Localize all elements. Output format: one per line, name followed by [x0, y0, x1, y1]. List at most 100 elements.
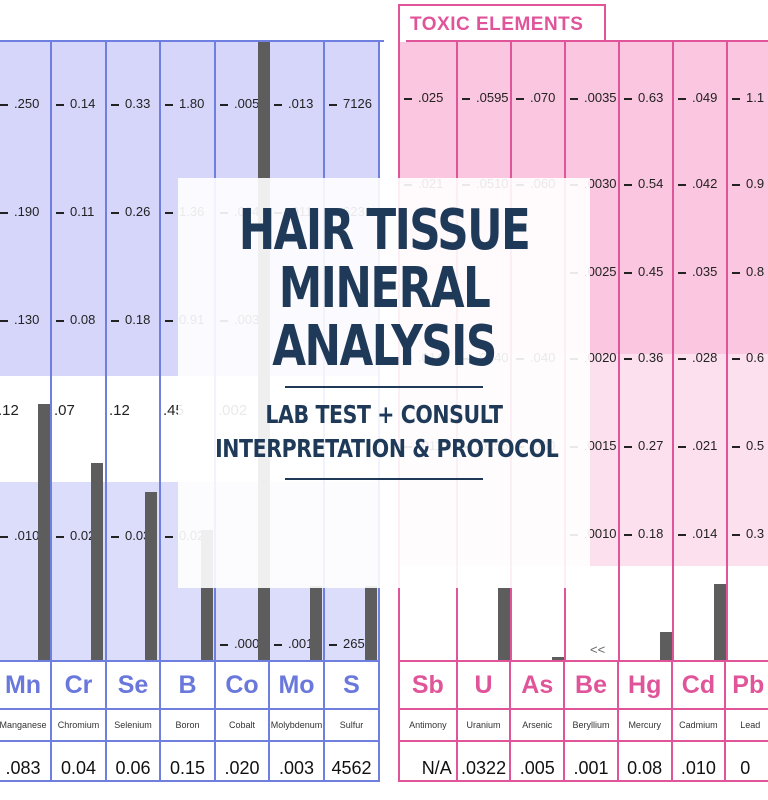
tick-label: .010 — [0, 528, 39, 543]
title-line: MINERAL — [278, 256, 491, 321]
tick-label: .028 — [678, 350, 717, 365]
symbol-cd: Cd — [672, 660, 727, 710]
tick-label: .005 — [220, 96, 259, 111]
result-bar — [310, 586, 322, 660]
name-s: Sulfur — [325, 710, 380, 742]
name-mn: Manganese — [0, 710, 52, 742]
overlay-subtitle: LAB TEST + CONSULT INTERPRETATION & PROT… — [215, 398, 559, 466]
symbol-mo: Mo — [270, 660, 325, 710]
tick-label: .0020 — [570, 350, 617, 365]
symbol-row: Mn Cr Se B Co Mo S — [0, 660, 384, 710]
result-bar — [38, 404, 50, 660]
tick-label: 0.18 — [624, 526, 663, 541]
symbol-row: Sb U As Be Hg Cd Pb — [398, 660, 768, 710]
tick-label: .0030 — [570, 176, 617, 191]
name-cr: Chromium — [52, 710, 107, 742]
symbol-as: As — [511, 660, 566, 710]
column-se: 0.33 0.26 0.18 .12 0.03 — [107, 40, 161, 660]
name-b: Boron — [161, 710, 216, 742]
tick-label: 0.45 — [624, 264, 663, 279]
result-bar — [714, 584, 726, 660]
symbol-sb: Sb — [398, 660, 458, 710]
tick-label: .12 — [109, 402, 130, 419]
name-mo: Molybdenum — [270, 710, 325, 742]
tick-label: 0.9 — [732, 176, 764, 191]
tick-label: .001 — [274, 636, 313, 651]
tick-label: 0.14 — [56, 96, 95, 111]
result-cr: 0.04 — [52, 742, 107, 782]
tick-label: .013 — [274, 96, 313, 111]
result-co: .020 — [216, 742, 270, 782]
name-co: Cobalt — [216, 710, 270, 742]
column-pb: 1.1 0.9 0.8 0.6 0.5 0.3 — [728, 40, 768, 660]
tick-label: .07 — [54, 402, 75, 419]
name-as: Arsenic — [511, 710, 566, 742]
panel-top-border — [0, 40, 384, 42]
symbol-cr: Cr — [52, 660, 107, 710]
tick-label: 0.02 — [56, 528, 95, 543]
tick-label: 0.03 — [111, 528, 150, 543]
result-bar — [498, 588, 510, 660]
tick-label: 0.33 — [111, 96, 150, 111]
result-se: 0.06 — [107, 742, 161, 782]
result-bar — [660, 632, 672, 660]
tick-label: .12 — [0, 402, 19, 419]
name-se: Selenium — [107, 710, 161, 742]
result-pb: 0 — [726, 742, 768, 782]
tick-label: 1.80 — [165, 96, 204, 111]
tick-label: .0015 — [570, 438, 617, 453]
symbol-co: Co — [216, 660, 270, 710]
column-hg: 0.63 0.54 0.45 0.36 0.27 0.18 — [620, 40, 674, 660]
title-line: ANALYSIS — [272, 314, 497, 379]
tick-label: 0.6 — [732, 350, 764, 365]
panel-top-border — [406, 40, 768, 42]
result-mo: .003 — [270, 742, 325, 782]
result-sb: N/A — [398, 742, 458, 782]
toxic-elements-header: TOXIC ELEMENTS — [398, 4, 606, 42]
tick-label: 0.08 — [56, 312, 95, 327]
tick-label: .049 — [678, 90, 717, 105]
title-overlay: HAIR TISSUE MINERAL ANALYSIS LAB TEST + … — [178, 178, 590, 588]
tick-label: 2651 — [329, 636, 372, 651]
tick-label: 0.36 — [624, 350, 663, 365]
tick-label: 0.8 — [732, 264, 764, 279]
tick-label: .070 — [516, 90, 555, 105]
column-cd: .049 .042 .035 .028 .021 .014 — [674, 40, 728, 660]
tick-label: .250 — [0, 96, 39, 111]
divider — [285, 478, 483, 480]
name-row: Manganese Chromium Selenium Boron Cobalt… — [0, 710, 384, 742]
tick-label: .035 — [678, 264, 717, 279]
result-bar — [365, 586, 377, 660]
divider — [285, 386, 483, 388]
result-hg: 0.08 — [618, 742, 673, 782]
tick-label: 0.3 — [732, 526, 764, 541]
result-row: .083 0.04 0.06 0.15 .020 .003 4562 — [0, 742, 384, 782]
tick-label: .0595 — [462, 90, 509, 105]
result-bar — [552, 657, 564, 660]
subtitle-line: INTERPRETATION & PROTOCOL — [215, 434, 559, 463]
result-cd: .010 — [672, 742, 727, 782]
tick-label: .025 — [404, 90, 443, 105]
tick-label: 0.27 — [624, 438, 663, 453]
tick-label: .021 — [678, 438, 717, 453]
symbol-u: U — [457, 660, 512, 710]
symbol-pb: Pb — [726, 660, 768, 710]
name-hg: Mercury — [618, 710, 673, 742]
overlay-title: HAIR TISSUE MINERAL ANALYSIS — [223, 202, 544, 376]
symbol-s: S — [325, 660, 380, 710]
result-bar — [91, 463, 103, 660]
tick-label: 0.63 — [624, 90, 663, 105]
tick-label: 0.26 — [111, 204, 150, 219]
tick-label: .130 — [0, 312, 39, 327]
title-line: HAIR TISSUE — [238, 198, 531, 263]
result-as: .005 — [511, 742, 566, 782]
tick-label: .014 — [678, 526, 717, 541]
tick-label: 0.5 — [732, 438, 764, 453]
tick-label: 7126 — [329, 96, 372, 111]
symbol-mn: Mn — [0, 660, 52, 710]
tick-label: .0035 — [570, 90, 617, 105]
toxic-elements-title: TOXIC ELEMENTS — [410, 14, 584, 35]
name-be: Beryllium — [565, 710, 619, 742]
name-u: Uranium — [457, 710, 512, 742]
tick-label: .0025 — [570, 264, 617, 279]
